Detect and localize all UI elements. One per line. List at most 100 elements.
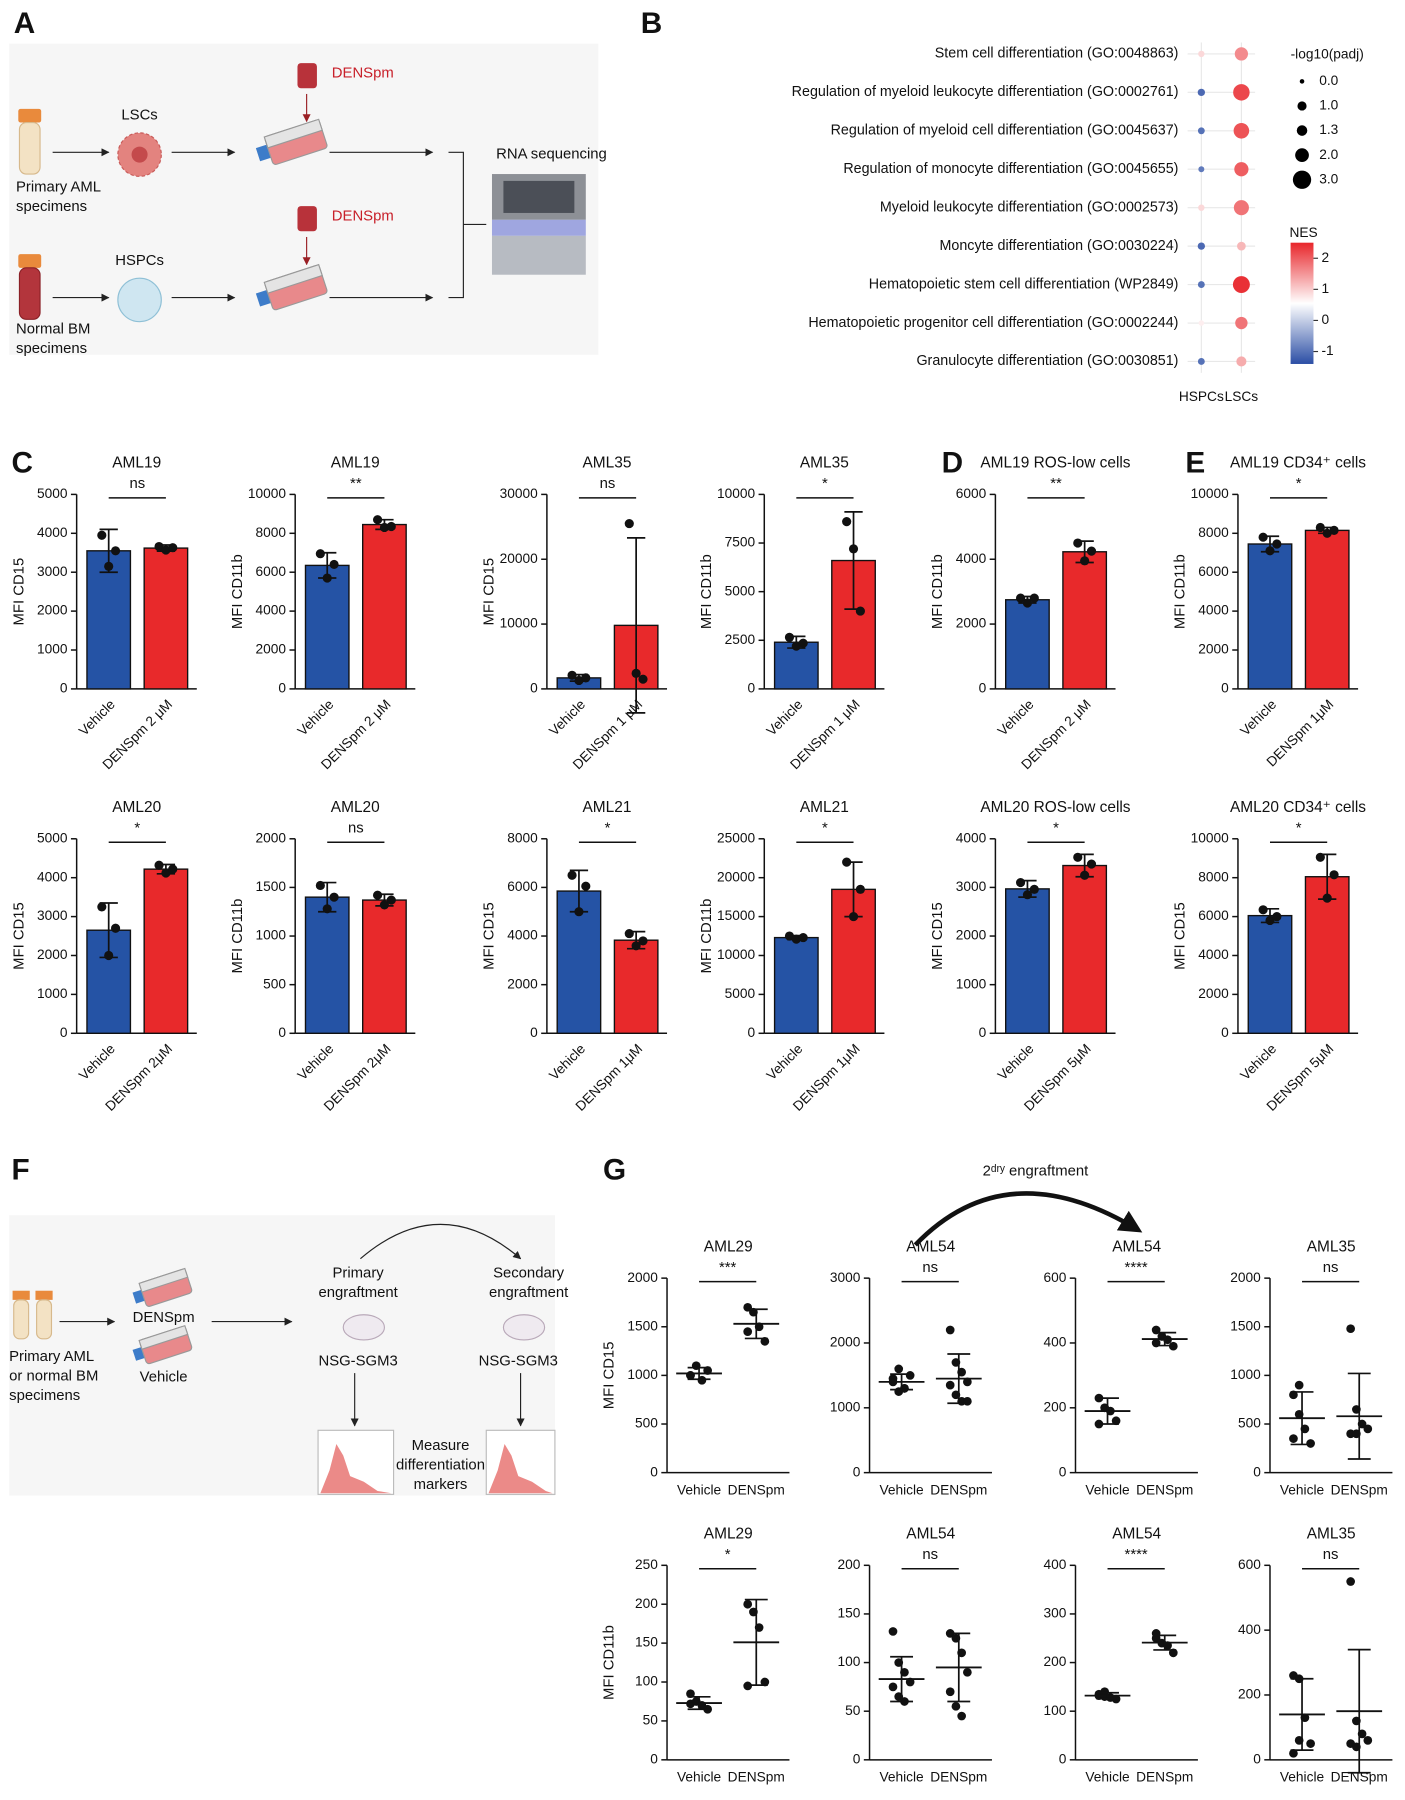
y-axis-label: MFI CD11b (230, 554, 246, 629)
y-axis-label: MFI CD15 (11, 902, 27, 970)
diagram-label: LSCs (121, 108, 157, 124)
data-point (784, 632, 795, 642)
y-tick-label: 10000 (248, 486, 287, 501)
annotation: 2ᵈʳʸ engraftment (983, 1164, 1089, 1180)
data-point (1306, 1739, 1315, 1748)
term-label: Hematopoietic progenitor cell differenti… (808, 315, 1178, 331)
x-tick-label: Vehicle (1237, 696, 1279, 738)
data-point (329, 559, 339, 570)
y-tick-label: 2000 (37, 947, 68, 962)
y-tick-label: 1000 (256, 928, 287, 943)
y-tick-label: 8000 (1198, 869, 1229, 884)
data-point (905, 1371, 915, 1380)
diagram-label: markers (414, 1477, 468, 1493)
term-label: Granulocyte differentiation (GO:0030851) (916, 353, 1178, 369)
size-legend-dot (1296, 125, 1308, 136)
data-point (168, 864, 178, 874)
y-tick-label: 1000 (627, 1367, 658, 1382)
data-point (1258, 532, 1268, 542)
y-tick-label: 0 (60, 681, 68, 696)
chart-title: AML29 (704, 1526, 753, 1543)
colorbar-label: 1 (1321, 281, 1329, 296)
flask (132, 1267, 193, 1307)
column-label: HSPCs (1179, 389, 1224, 404)
data-point (1086, 859, 1097, 869)
x-tick-label: Vehicle (879, 1483, 924, 1498)
data-point (760, 1677, 770, 1687)
data-point (574, 675, 584, 686)
x-tick-label: Vehicle (1085, 1483, 1130, 1498)
tube (13, 1299, 30, 1340)
data-point (945, 1687, 955, 1697)
bar (1062, 551, 1108, 690)
x-tick-label: Vehicle (764, 1041, 806, 1083)
y-tick-label: 100 (838, 1654, 861, 1669)
x-tick-label: Vehicle (546, 696, 588, 738)
data-point (945, 1380, 955, 1390)
chart-title: AML35 (1307, 1238, 1356, 1255)
dot (1197, 358, 1205, 365)
significance-label: *** (719, 1260, 737, 1276)
significance-label: * (1296, 476, 1302, 492)
y-tick-label: 4000 (256, 603, 287, 618)
chart-title: AML20 ROS-low cells (980, 799, 1130, 816)
y-tick-label: 0 (979, 1025, 987, 1040)
data-point (372, 890, 383, 900)
y-tick-label: 100 (635, 1674, 658, 1689)
y-tick-label: 1500 (627, 1318, 658, 1333)
y-tick-label: 0 (650, 1464, 658, 1479)
diagram-label: Primary AML (9, 1349, 94, 1365)
y-tick-label: 6000 (956, 486, 987, 501)
significance-label: ns (922, 1260, 938, 1276)
x-tick-label: Vehicle (546, 1041, 588, 1083)
y-tick-label: 2000 (1198, 986, 1229, 1001)
mouse (342, 1314, 386, 1341)
data-point (386, 521, 396, 532)
y-tick-label: 0 (530, 1025, 538, 1040)
data-point (1080, 870, 1090, 880)
panel-label: G (603, 1154, 626, 1187)
diagram-label: HSPCs (115, 253, 164, 269)
data-point (1315, 522, 1325, 533)
size-legend-dot (1295, 148, 1309, 163)
data-point (1329, 870, 1339, 880)
bracket (448, 151, 487, 299)
x-tick-label: Vehicle (1280, 1770, 1325, 1785)
data-point (1022, 890, 1033, 900)
significance-label: **** (1125, 1260, 1148, 1276)
diagram-label: Secondary (493, 1265, 565, 1281)
y-tick-label: 0 (60, 1025, 68, 1040)
diagram-label: engraftment (489, 1285, 569, 1301)
y-tick-label: 5000 (725, 986, 756, 1001)
data-point (161, 545, 171, 555)
panel-label: F (11, 1154, 29, 1187)
diagram-label: engraftment (318, 1285, 398, 1301)
chart-title: AML20 CD34⁺ cells (1230, 799, 1366, 816)
bar (773, 936, 819, 1034)
dot (1233, 84, 1250, 101)
data-point (631, 941, 641, 951)
x-tick-label: DENSpm (1136, 1483, 1193, 1498)
chart-title: AML35 (583, 455, 632, 472)
diagram-label: or normal BM (9, 1368, 98, 1384)
significance-label: ns (1323, 1260, 1339, 1276)
term-label: Regulation of monocyte differentiation (… (843, 161, 1178, 177)
data-point (842, 517, 852, 527)
x-tick-label: Vehicle (764, 696, 806, 738)
chart-title: AML35 (800, 455, 849, 472)
diagram-label: specimens (9, 1388, 80, 1404)
data-point (379, 522, 390, 533)
tube (18, 267, 41, 320)
data-point (624, 519, 634, 529)
data-point (624, 929, 634, 939)
y-tick-label: 4000 (507, 928, 538, 943)
y-tick-label: 15000 (717, 908, 756, 923)
y-axis-label: MFI CD11b (1173, 554, 1189, 629)
data-point (791, 934, 801, 944)
y-axis-label: MFI CD11b (699, 554, 715, 629)
y-axis-label: MFI CD11b (230, 899, 246, 974)
panel-label: C (11, 447, 32, 480)
flask (255, 263, 328, 311)
y-tick-label: 50 (643, 1713, 659, 1728)
